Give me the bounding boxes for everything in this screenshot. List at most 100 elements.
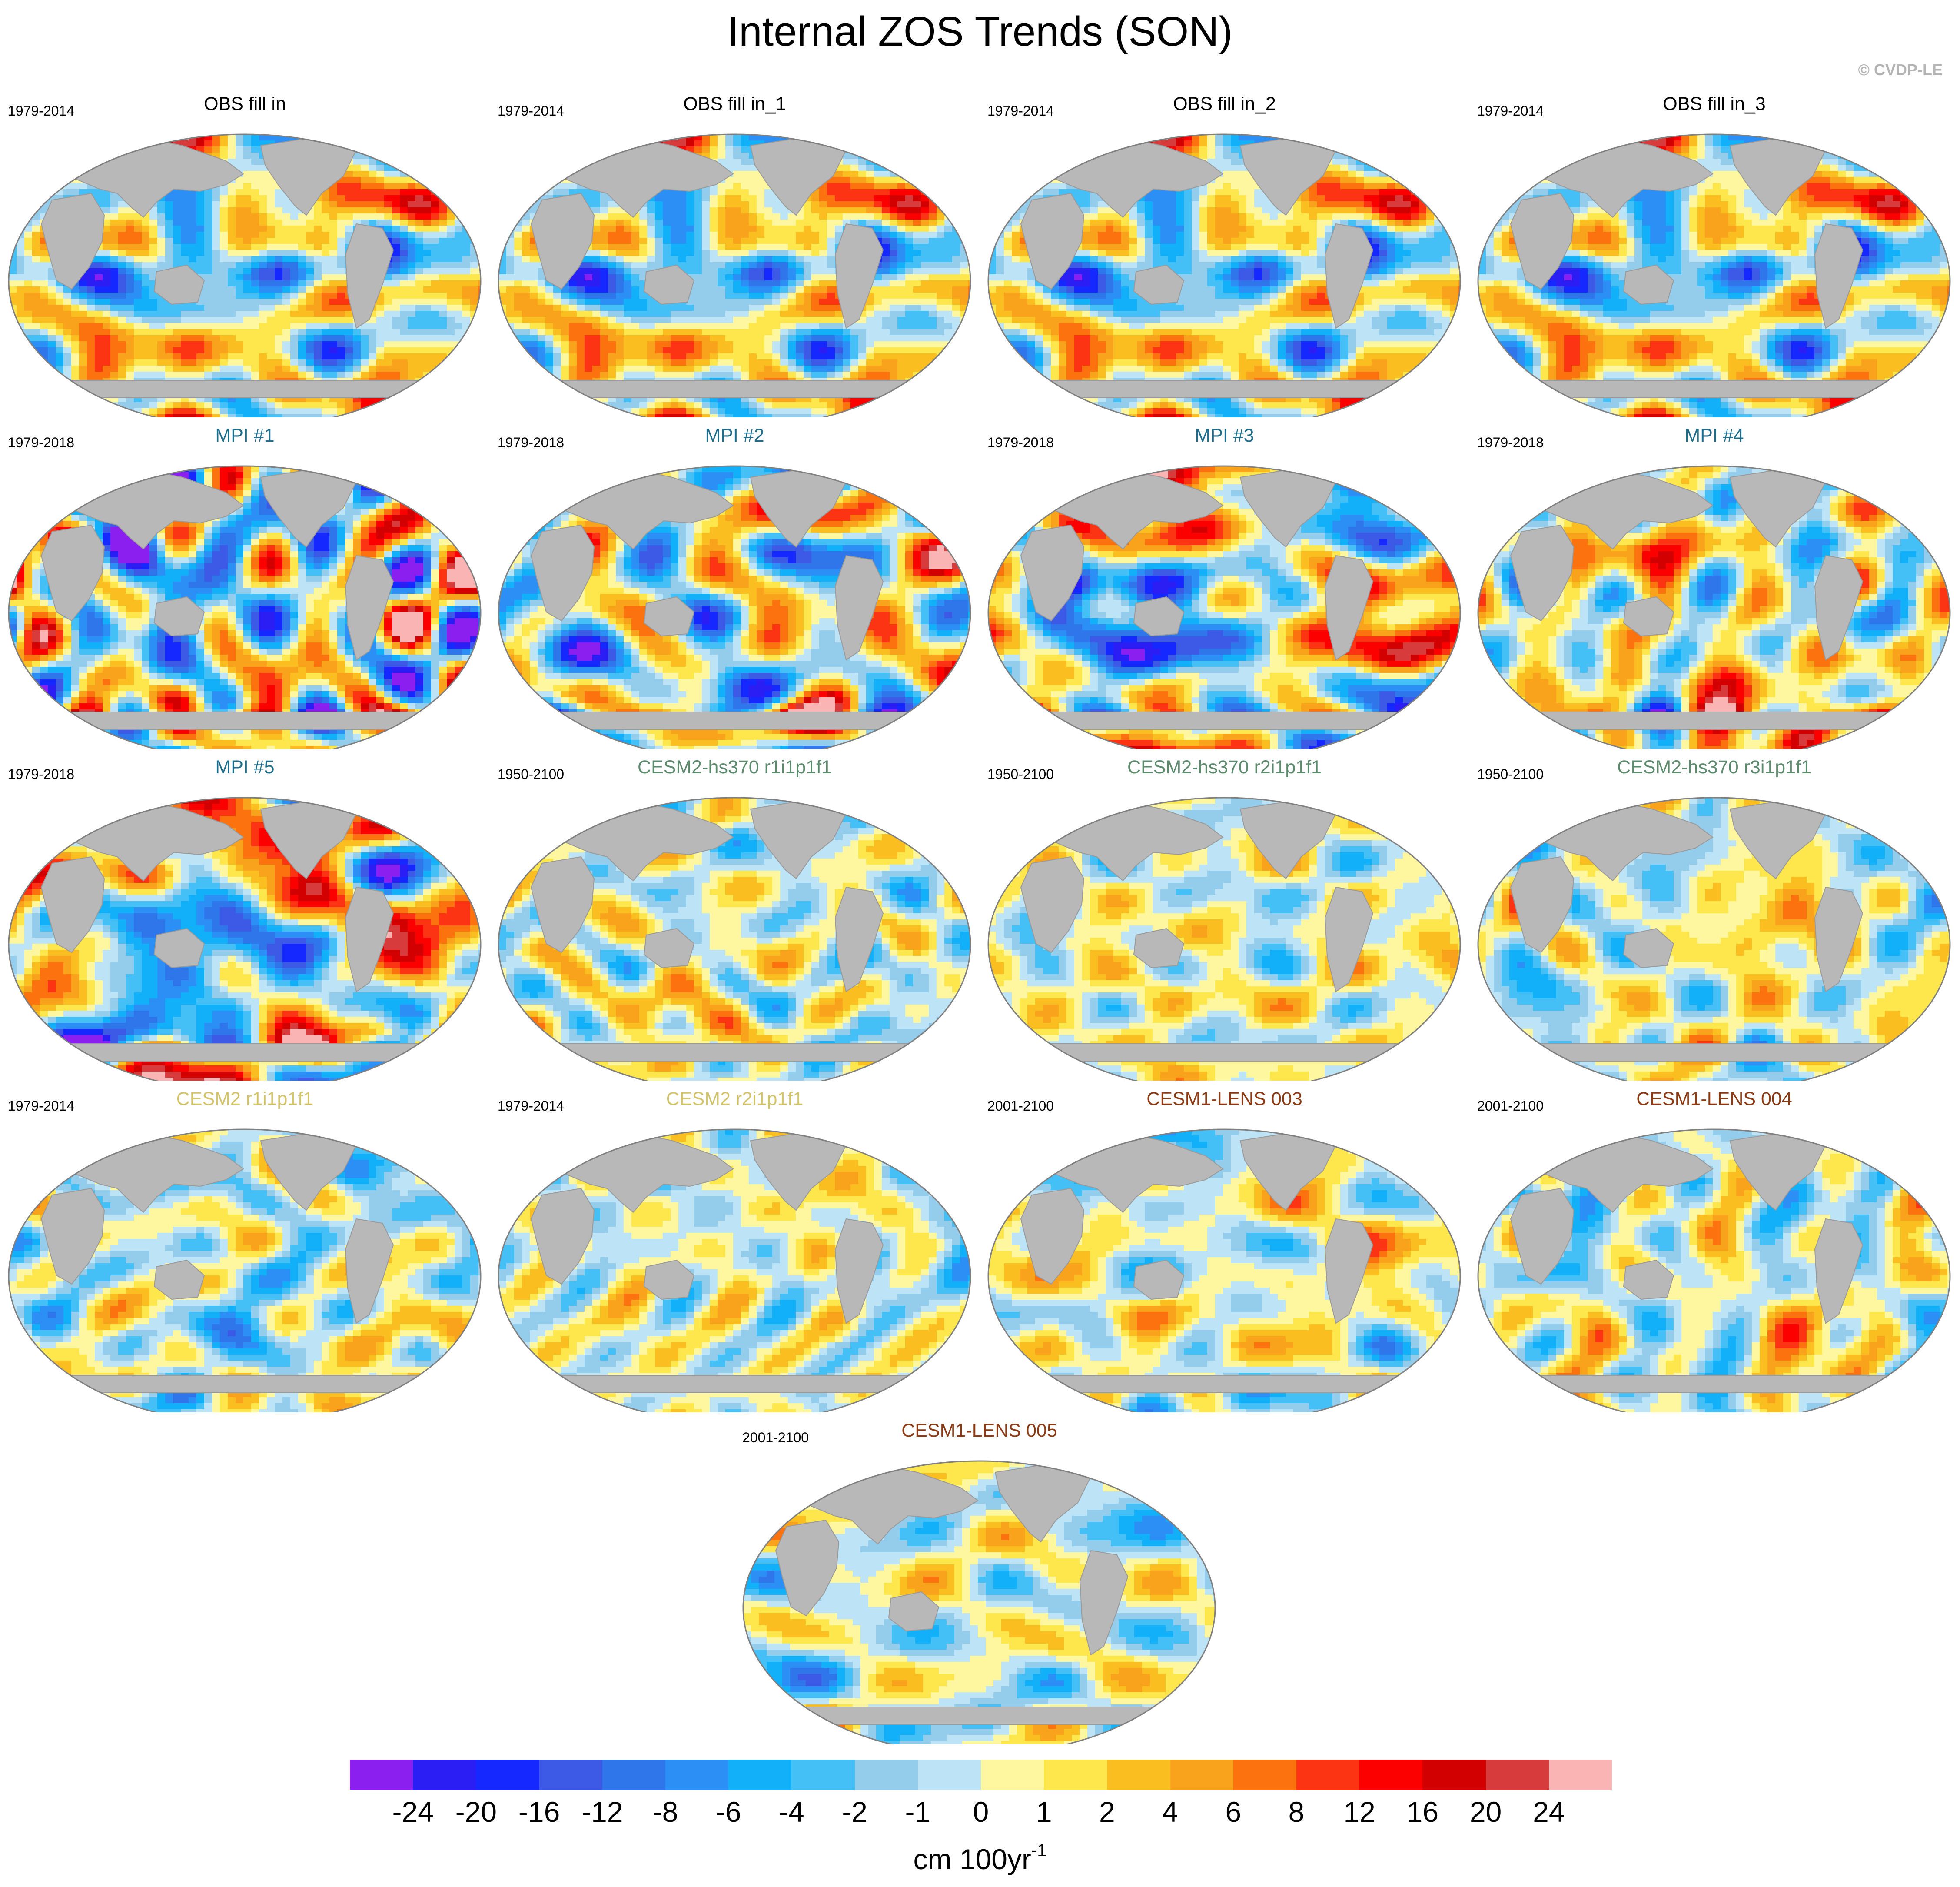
colorbar-units: cm 100yr-1: [0, 1831, 1960, 1879]
trend-field: [988, 134, 1460, 417]
trend-field: [498, 466, 970, 749]
panel-period: 1979-2014: [498, 102, 564, 120]
panel-period: 1979-2018: [1477, 434, 1544, 451]
panel-title: CESM1-LENS 004: [1469, 1088, 1959, 1110]
colorbar-box: [602, 1760, 666, 1790]
trend-field: [498, 798, 970, 1081]
panel-period: 1979-2014: [8, 1097, 74, 1115]
colorbar-box: [539, 1760, 602, 1790]
figure-title: Internal ZOS Trends (SON): [0, 3, 1960, 60]
colorbar-tick-label: -4: [779, 1794, 804, 1829]
colorbar-box: [728, 1760, 792, 1790]
copyright-label: © CVDP-LE: [1858, 61, 1943, 79]
map-panel: CESM2 r1i1p1f1 1979-2014: [0, 1080, 490, 1412]
colorbar-tick-label: 16: [1407, 1794, 1438, 1829]
trend-field: [9, 798, 481, 1081]
map-panel: CESM1-LENS 004 2001-2100: [1469, 1080, 1959, 1412]
map-panel: CESM2-hs370 r2i1p1f1 1950-2100: [980, 748, 1469, 1081]
colorbar-tick-label: 2: [1099, 1794, 1115, 1829]
panel-period: 1979-2014: [987, 102, 1054, 120]
colorbar-units-main: cm 100yr: [914, 1843, 1031, 1875]
map-outline: [8, 133, 482, 417]
trend-field: [743, 1461, 1215, 1744]
map-panel: MPI #4 1979-2018: [1469, 416, 1959, 749]
land-mass: [1503, 798, 1923, 1062]
colorbar-tick-label: -6: [716, 1794, 741, 1829]
map-panel: MPI #1 1979-2018: [0, 416, 490, 749]
trend-field: [1478, 798, 1950, 1081]
world-map: [987, 465, 1461, 749]
trend-field: [9, 134, 481, 417]
colorbar-box: [413, 1760, 476, 1790]
colorbar-tick-label: 4: [1162, 1794, 1178, 1829]
colorbar-box: [1044, 1760, 1107, 1790]
colorbar-box: [1107, 1760, 1170, 1790]
panel-period: 1979-2018: [987, 434, 1054, 451]
colorbar-box: [1422, 1760, 1486, 1790]
panel-title: MPI #2: [490, 424, 980, 447]
colorbar-tick-label: -20: [455, 1794, 497, 1829]
trend-field: [9, 1129, 481, 1412]
colorbar-box: [1485, 1760, 1549, 1790]
map-outline: [498, 133, 971, 417]
panel-period: 1979-2014: [1477, 102, 1544, 120]
colorbar-box: [1170, 1760, 1233, 1790]
panel-title: OBS fill in: [0, 93, 490, 115]
panel-title: OBS fill in_3: [1469, 93, 1959, 115]
map-panel: CESM2-hs370 r3i1p1f1 1950-2100: [1469, 748, 1959, 1081]
panel-title: MPI #4: [1469, 424, 1959, 447]
panel-period: 1950-2100: [498, 765, 564, 783]
colorbar-tick-label: -8: [653, 1794, 678, 1829]
map-outline: [498, 1128, 971, 1412]
world-map: [8, 465, 482, 749]
land-mass: [33, 1129, 453, 1393]
colorbar-boxes: [350, 1760, 1612, 1790]
panel-title: CESM1-LENS 005: [734, 1419, 1224, 1442]
world-map: [1477, 465, 1951, 749]
trend-field: [1478, 466, 1950, 749]
panel-title: MPI #3: [980, 424, 1469, 447]
map-outline: [1477, 1128, 1951, 1412]
land-mass: [33, 798, 453, 1062]
world-map: [498, 465, 971, 749]
panel-title: CESM2 r1i1p1f1: [0, 1088, 490, 1110]
colorbar-box: [791, 1760, 855, 1790]
map-outline: [8, 1128, 482, 1412]
colorbar-tick-label: 1: [1036, 1794, 1052, 1829]
map-outline: [1477, 797, 1951, 1081]
map-outline: [498, 465, 971, 749]
colorbar-tick-label: -24: [392, 1794, 433, 1829]
map-outline: [1477, 133, 1951, 417]
colorbar-tick-label: -12: [581, 1794, 623, 1829]
colorbar-box: [1233, 1760, 1297, 1790]
map-outline: [987, 1128, 1461, 1412]
trend-field: [988, 798, 1460, 1081]
colorbar-tick-label: -1: [905, 1794, 930, 1829]
map-outline: [8, 797, 482, 1081]
map-panel: MPI #2 1979-2018: [490, 416, 980, 749]
panel-period: 2001-2100: [742, 1429, 809, 1446]
trend-field: [1478, 1129, 1950, 1412]
panel-title: CESM2-hs370 r3i1p1f1: [1469, 756, 1959, 779]
world-map: [987, 797, 1461, 1081]
map-panel: OBS fill in_1 1979-2014: [490, 85, 980, 417]
map-panel: CESM1-LENS 003 2001-2100: [980, 1080, 1469, 1412]
panel-period: 1950-2100: [987, 765, 1054, 783]
panel-title: OBS fill in_1: [490, 93, 980, 115]
map-panel: CESM1-LENS 005 2001-2100: [734, 1411, 1224, 1744]
colorbar-tick-label: 20: [1470, 1794, 1502, 1829]
world-map: [498, 1128, 971, 1412]
trend-field: [988, 1129, 1460, 1412]
map-panel: MPI #3 1979-2018: [980, 416, 1469, 749]
trend-field: [9, 466, 481, 749]
panel-title: CESM2-hs370 r1i1p1f1: [490, 756, 980, 779]
colorbar-box: [917, 1760, 981, 1790]
map-outline: [498, 797, 971, 1081]
panel-title: MPI #1: [0, 424, 490, 447]
colorbar-tick-label: 6: [1225, 1794, 1241, 1829]
map-outline: [742, 1460, 1216, 1744]
colorbar-box: [1296, 1760, 1360, 1790]
panel-title: CESM2-hs370 r2i1p1f1: [980, 756, 1469, 779]
world-map: [498, 797, 971, 1081]
map-outline: [987, 133, 1461, 417]
